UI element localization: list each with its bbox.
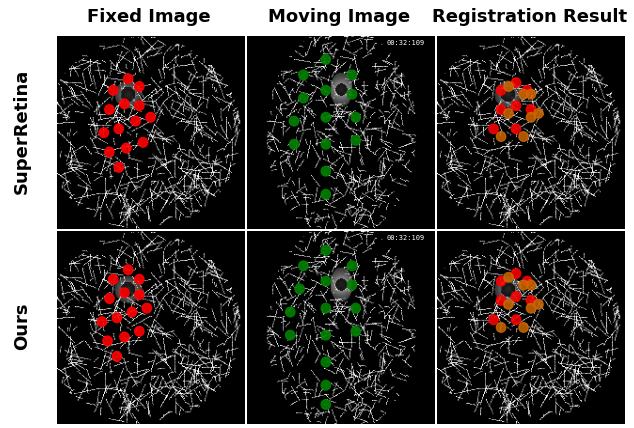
- Circle shape: [519, 132, 528, 141]
- Circle shape: [131, 116, 140, 126]
- Circle shape: [526, 296, 536, 305]
- Circle shape: [108, 274, 118, 284]
- Circle shape: [289, 116, 299, 126]
- Circle shape: [534, 109, 543, 118]
- Circle shape: [134, 290, 144, 300]
- Circle shape: [504, 82, 513, 91]
- Circle shape: [112, 313, 122, 323]
- Circle shape: [112, 351, 122, 361]
- Circle shape: [138, 137, 148, 147]
- Circle shape: [512, 315, 521, 324]
- Circle shape: [103, 336, 112, 346]
- Circle shape: [124, 74, 133, 83]
- Circle shape: [526, 280, 536, 290]
- Circle shape: [526, 105, 536, 114]
- Circle shape: [295, 284, 304, 294]
- Text: 00:32:109: 00:32:109: [387, 40, 425, 46]
- Circle shape: [120, 332, 129, 342]
- Circle shape: [108, 86, 118, 95]
- Circle shape: [519, 323, 528, 332]
- Circle shape: [321, 86, 330, 95]
- Circle shape: [105, 294, 114, 303]
- Circle shape: [321, 357, 330, 367]
- Circle shape: [321, 166, 330, 176]
- Text: Ours: Ours: [13, 303, 31, 350]
- Circle shape: [97, 317, 107, 327]
- Circle shape: [519, 89, 528, 99]
- Circle shape: [299, 93, 308, 103]
- Circle shape: [321, 113, 330, 122]
- Circle shape: [114, 124, 124, 134]
- Circle shape: [122, 143, 131, 153]
- Circle shape: [526, 89, 536, 99]
- Circle shape: [134, 101, 144, 110]
- Circle shape: [321, 400, 330, 409]
- Circle shape: [124, 265, 133, 274]
- Circle shape: [496, 323, 506, 332]
- Circle shape: [120, 288, 129, 297]
- Circle shape: [504, 273, 513, 282]
- Text: Registration Result: Registration Result: [432, 8, 627, 26]
- Circle shape: [351, 136, 360, 145]
- Text: Moving Image: Moving Image: [268, 8, 410, 26]
- Circle shape: [299, 261, 308, 270]
- Circle shape: [321, 55, 330, 64]
- Circle shape: [127, 307, 136, 317]
- Circle shape: [347, 261, 357, 270]
- Circle shape: [489, 124, 498, 134]
- Circle shape: [146, 113, 155, 122]
- Circle shape: [285, 330, 295, 340]
- Circle shape: [512, 292, 521, 301]
- Text: 00:32:109: 00:32:109: [387, 235, 425, 241]
- Circle shape: [347, 70, 357, 80]
- Circle shape: [504, 109, 513, 118]
- Circle shape: [105, 105, 114, 114]
- Circle shape: [512, 101, 521, 110]
- Circle shape: [99, 128, 108, 137]
- Circle shape: [114, 163, 124, 172]
- Circle shape: [512, 269, 521, 278]
- Circle shape: [142, 303, 152, 313]
- Circle shape: [522, 276, 532, 286]
- Circle shape: [351, 113, 360, 122]
- Circle shape: [347, 280, 357, 290]
- Circle shape: [496, 105, 506, 114]
- Circle shape: [526, 113, 536, 122]
- Circle shape: [289, 140, 299, 149]
- Circle shape: [134, 274, 144, 284]
- Circle shape: [522, 86, 532, 95]
- Circle shape: [351, 303, 360, 313]
- Circle shape: [351, 327, 360, 336]
- Circle shape: [512, 124, 521, 134]
- Circle shape: [134, 327, 144, 336]
- Circle shape: [489, 315, 498, 324]
- Circle shape: [496, 86, 506, 95]
- Circle shape: [504, 300, 513, 309]
- Circle shape: [321, 246, 330, 255]
- Circle shape: [299, 70, 308, 80]
- Circle shape: [526, 303, 536, 313]
- Circle shape: [496, 296, 506, 305]
- Text: SuperRetina: SuperRetina: [13, 69, 31, 194]
- Circle shape: [347, 89, 357, 99]
- Circle shape: [496, 132, 506, 141]
- Circle shape: [519, 280, 528, 290]
- Circle shape: [512, 78, 521, 87]
- Circle shape: [321, 276, 330, 286]
- Circle shape: [285, 307, 295, 317]
- Circle shape: [321, 190, 330, 199]
- Text: Fixed Image: Fixed Image: [87, 8, 210, 26]
- Circle shape: [120, 99, 129, 109]
- Circle shape: [321, 303, 330, 313]
- Circle shape: [134, 82, 144, 91]
- Circle shape: [321, 140, 330, 149]
- Circle shape: [105, 147, 114, 157]
- Circle shape: [321, 330, 330, 340]
- Circle shape: [496, 276, 506, 286]
- Circle shape: [534, 300, 543, 309]
- Circle shape: [321, 380, 330, 390]
